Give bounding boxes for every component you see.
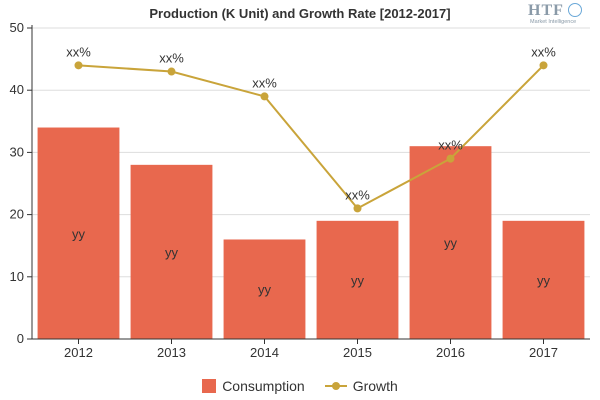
globe-icon [568, 3, 582, 17]
y-tick-label: 20 [10, 207, 24, 222]
chart-legend: Consumption Growth [0, 378, 600, 394]
consumption-bar[interactable] [502, 220, 585, 339]
consumption-bar-label: yy [258, 282, 272, 297]
consumption-bar[interactable] [223, 239, 306, 339]
y-tick-label: 0 [17, 331, 24, 346]
consumption-bar-label: yy [72, 226, 86, 241]
consumption-bar[interactable] [316, 220, 399, 339]
y-tick-label: 40 [10, 82, 24, 97]
growth-point-label: xx% [66, 44, 91, 59]
consumption-bar-label: yy [351, 273, 365, 288]
logo-text: HTF [528, 2, 564, 19]
htf-logo: HTF Market Intelligence [528, 2, 588, 30]
legend-label-consumption: Consumption [222, 378, 305, 394]
x-tick-label: 2015 [343, 345, 372, 360]
growth-point-label: xx% [252, 75, 277, 90]
consumption-bar-label: yy [165, 245, 179, 260]
chart-title: Production (K Unit) and Growth Rate [201… [149, 6, 451, 21]
consumption-bar[interactable] [130, 164, 213, 339]
growth-point-label: xx% [531, 44, 556, 59]
legend-label-growth: Growth [352, 378, 398, 394]
y-tick-label: 30 [10, 144, 24, 159]
legend-item-consumption[interactable]: Consumption [202, 378, 305, 394]
growth-point[interactable] [74, 61, 83, 70]
logo-subtext: Market Intelligence [530, 19, 577, 25]
growth-point[interactable] [446, 154, 455, 163]
consumption-bar-label: yy [537, 273, 551, 288]
consumption-bar-label: yy [444, 236, 458, 251]
legend-item-growth[interactable]: Growth [324, 378, 398, 394]
y-tick-label: 50 [10, 20, 24, 35]
growth-point[interactable] [539, 61, 548, 70]
x-tick-label: 2017 [529, 345, 558, 360]
x-tick-label: 2016 [436, 345, 465, 360]
chart-plot-area: yy yy yy yy yy yy xx% xx% xx% xx% xx% xx% 0 10 20 30 4… [10, 20, 590, 360]
growth-point-label: xx% [438, 138, 463, 153]
consumption-swatch [202, 379, 217, 393]
growth-point[interactable] [353, 204, 362, 213]
x-tick-label: 2012 [64, 345, 93, 360]
growth-point[interactable] [260, 92, 269, 101]
growth-point-label: xx% [159, 51, 184, 66]
growth-point-label: xx% [345, 187, 370, 202]
x-tick-label: 2013 [157, 345, 186, 360]
growth-swatch [324, 379, 347, 393]
growth-line [78, 64, 545, 210]
growth-point[interactable] [167, 67, 176, 76]
consumption-bar[interactable] [37, 127, 120, 340]
x-tick-label: 2014 [250, 345, 279, 360]
consumption-bar[interactable] [409, 146, 492, 339]
y-tick-label: 10 [10, 269, 24, 284]
